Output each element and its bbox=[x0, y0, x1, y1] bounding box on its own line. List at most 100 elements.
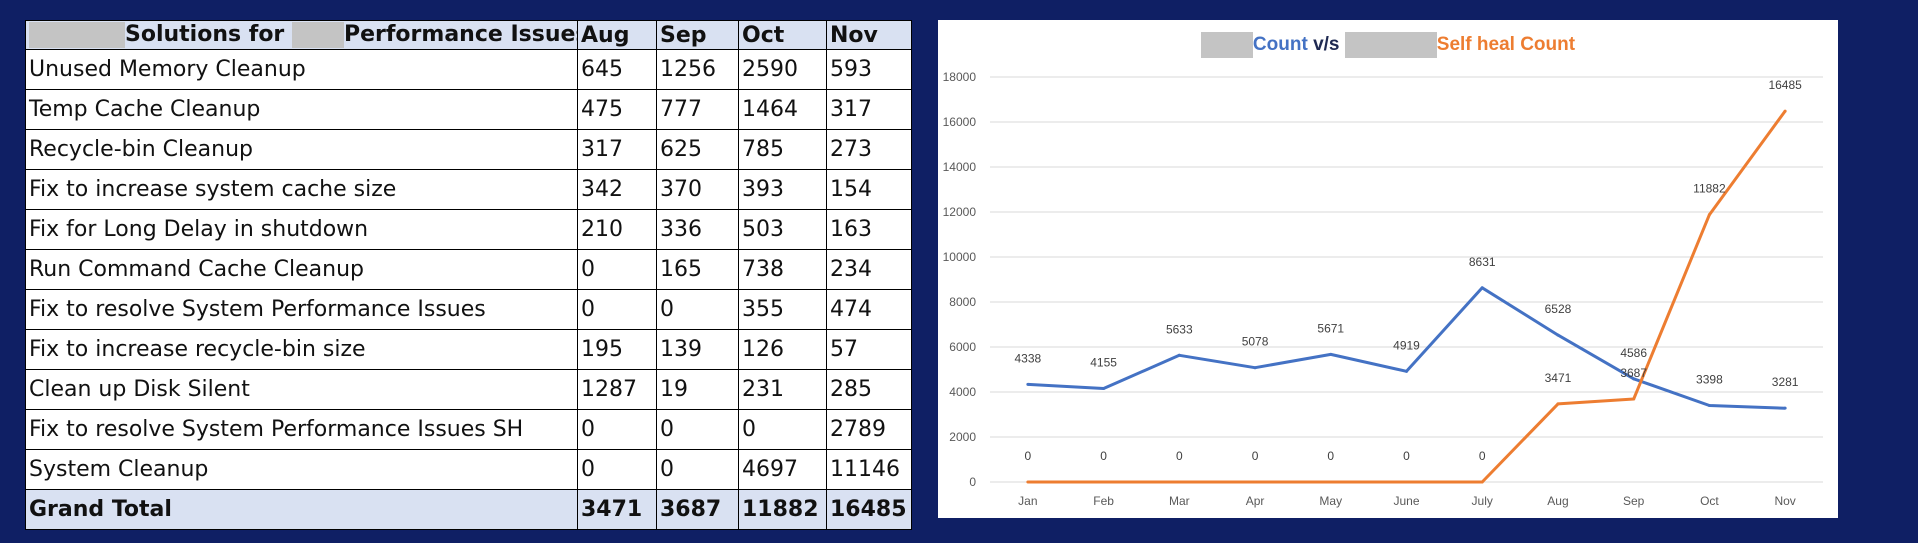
x-tick-label: May bbox=[1319, 494, 1342, 508]
data-point bbox=[1632, 397, 1636, 401]
cell-value: 0 bbox=[738, 409, 827, 450]
table-row: System Cleanup 0 0 4697 11146 bbox=[25, 449, 912, 490]
table-title-part1: Solutions for bbox=[125, 22, 285, 47]
x-tick-label: June bbox=[1393, 494, 1419, 508]
cell-value: 785 bbox=[738, 129, 827, 170]
table-row: Temp Cache Cleanup 475 777 1464 317 bbox=[25, 89, 912, 130]
y-tick-label: 8000 bbox=[949, 295, 976, 309]
data-point bbox=[1026, 382, 1030, 386]
data-point bbox=[1329, 352, 1333, 356]
row-label: Fix for Long Delay in shutdown bbox=[25, 209, 578, 250]
table-row: Recycle-bin Cleanup 317 625 785 273 bbox=[25, 129, 912, 170]
table-row: Fix to resolve System Performance Issues… bbox=[25, 409, 912, 450]
data-point bbox=[1480, 286, 1484, 290]
cell-value: 11146 bbox=[826, 449, 912, 490]
column-header: Sep bbox=[656, 20, 739, 50]
data-label: 0 bbox=[1252, 449, 1259, 463]
row-label: Fix to resolve System Performance Issues… bbox=[25, 409, 578, 450]
solutions-table-panel: Solutions for Performance Issues Aug Sep… bbox=[25, 20, 912, 530]
column-header: Oct bbox=[738, 20, 827, 50]
data-label: 6528 bbox=[1545, 302, 1572, 316]
cell-value: 165 bbox=[656, 249, 739, 290]
data-point bbox=[1253, 366, 1257, 370]
row-label: Unused Memory Cleanup bbox=[25, 49, 578, 90]
data-label: 4338 bbox=[1015, 351, 1042, 365]
cell-value: 2789 bbox=[826, 409, 912, 450]
cell-value: 1464 bbox=[738, 89, 827, 130]
cell-value: 475 bbox=[577, 89, 657, 130]
row-label: Temp Cache Cleanup bbox=[25, 89, 578, 130]
data-label: 4155 bbox=[1090, 356, 1117, 370]
data-point bbox=[1177, 353, 1181, 357]
data-point bbox=[1405, 480, 1408, 484]
data-point bbox=[1480, 480, 1484, 484]
data-point bbox=[1707, 404, 1711, 408]
redacted-block bbox=[1200, 32, 1253, 58]
cell-value: 3471 bbox=[577, 489, 657, 530]
cell-value: 317 bbox=[826, 89, 912, 130]
data-label: 3281 bbox=[1772, 375, 1799, 389]
column-header: Nov bbox=[826, 20, 912, 50]
grand-total-row: Grand Total 3471 3687 11882 16485 bbox=[25, 489, 912, 530]
data-label: 5671 bbox=[1317, 321, 1344, 335]
table-header-row: Solutions for Performance Issues Aug Sep… bbox=[25, 20, 912, 50]
y-tick-label: 12000 bbox=[943, 205, 977, 219]
cell-value: 4697 bbox=[738, 449, 827, 490]
table-title-header: Solutions for Performance Issues bbox=[25, 20, 578, 50]
table-row: Clean up Disk Silent 1287 19 231 285 bbox=[25, 369, 912, 410]
chart-title: Count v/s Self heal Count bbox=[938, 32, 1838, 58]
cell-value: 2590 bbox=[738, 49, 827, 90]
y-tick-label: 0 bbox=[969, 475, 976, 489]
line-chart: 0 2000 4000 6000 8000 10000 12000 14000 16000 180… bbox=[943, 70, 1823, 508]
cell-value: 0 bbox=[656, 449, 739, 490]
data-point bbox=[1177, 480, 1181, 484]
data-label: 16485 bbox=[1768, 78, 1802, 92]
data-point bbox=[1102, 480, 1106, 484]
row-label: Fix to resolve System Performance Issues bbox=[25, 289, 578, 330]
cell-value: 0 bbox=[577, 289, 657, 330]
cell-value: 0 bbox=[656, 409, 739, 450]
cell-value: 126 bbox=[738, 329, 827, 370]
row-label: Run Command Cache Cleanup bbox=[25, 249, 578, 290]
cell-value: 273 bbox=[826, 129, 912, 170]
cell-value: 0 bbox=[577, 449, 657, 490]
data-label: 11882 bbox=[1693, 182, 1726, 196]
chart-title-part3: Self heal Count bbox=[1436, 34, 1576, 56]
data-label: 5633 bbox=[1166, 322, 1193, 336]
y-tick-label: 16000 bbox=[943, 115, 977, 129]
x-tick-label: Nov bbox=[1774, 494, 1795, 508]
x-tick-label: July bbox=[1472, 494, 1493, 508]
cell-value: 1287 bbox=[577, 369, 657, 410]
data-label: 0 bbox=[1100, 449, 1107, 463]
y-tick-label: 4000 bbox=[949, 385, 976, 399]
cell-value: 593 bbox=[826, 49, 912, 90]
row-label: Fix to increase recycle-bin size bbox=[25, 329, 578, 370]
x-tick-label: Mar bbox=[1169, 494, 1190, 508]
data-point bbox=[1632, 377, 1636, 381]
cell-value: 503 bbox=[738, 209, 827, 250]
table-row: Fix to resolve System Performance Issues… bbox=[25, 289, 912, 330]
chart-title-part1: Count bbox=[1252, 34, 1308, 56]
cell-value: 738 bbox=[738, 249, 827, 290]
table-title-part2: Performance Issues bbox=[343, 22, 578, 47]
data-label: 0 bbox=[1025, 449, 1032, 463]
data-point bbox=[1707, 213, 1711, 217]
data-label: 8631 bbox=[1469, 255, 1496, 269]
cell-value: 11882 bbox=[738, 489, 827, 530]
data-label: 0 bbox=[1327, 449, 1334, 463]
data-point bbox=[1329, 480, 1333, 484]
x-tick-label: Jan bbox=[1018, 494, 1037, 508]
cell-value: 16485 bbox=[826, 489, 912, 530]
cell-value: 163 bbox=[826, 209, 912, 250]
cell-value: 342 bbox=[577, 169, 657, 210]
data-point bbox=[1253, 480, 1257, 484]
redacted-block bbox=[1344, 32, 1437, 58]
x-tick-label: Aug bbox=[1547, 494, 1568, 508]
y-tick-label: 14000 bbox=[943, 160, 977, 174]
table-row: Unused Memory Cleanup 645 1256 2590 593 bbox=[25, 49, 912, 90]
data-label: 0 bbox=[1479, 449, 1486, 463]
row-label: Clean up Disk Silent bbox=[25, 369, 578, 410]
data-label: 3471 bbox=[1545, 371, 1572, 385]
cell-value: 336 bbox=[656, 209, 739, 250]
cell-value: 195 bbox=[577, 329, 657, 370]
